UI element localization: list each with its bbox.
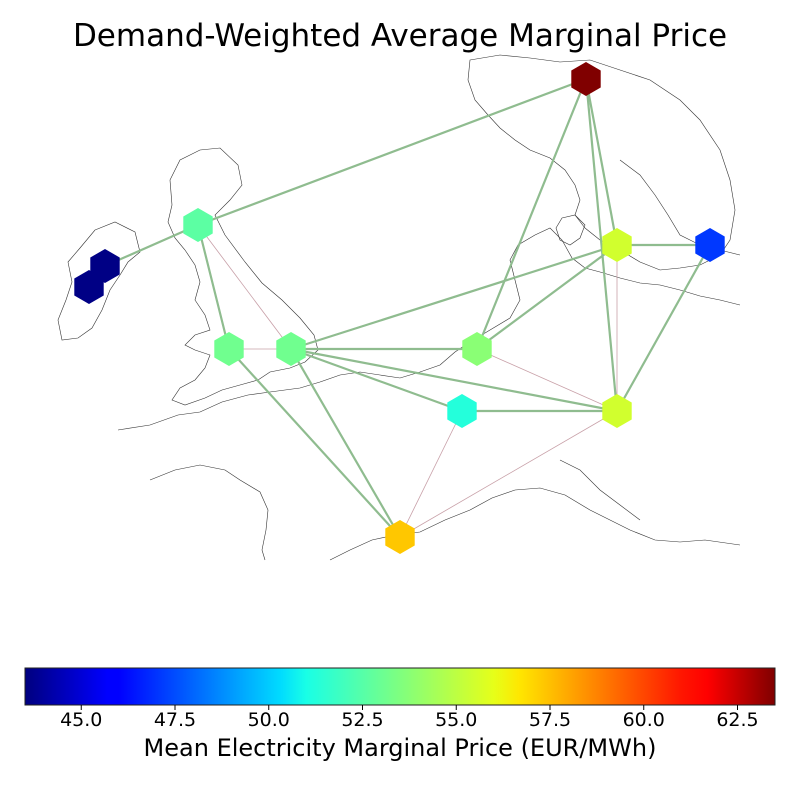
colorbar-tick-label: 45.0 [60, 709, 103, 731]
price-node-n3 [90, 249, 120, 283]
price-node-n4 [74, 270, 104, 304]
price-node-n6 [276, 332, 306, 366]
major-line-n2-n5 [196, 224, 231, 350]
coastline-continent [117, 227, 741, 431]
coastline-great-britain [167, 147, 319, 406]
minor-line-n2-n6 [197, 224, 292, 350]
minor-line-n11-n12 [399, 410, 618, 538]
price-node-n2 [183, 208, 213, 242]
major-line-n1-n11 [584, 78, 619, 412]
minor-line-n8-n12 [399, 410, 463, 538]
map-title: Demand-Weighted Average Marginal Price [72, 18, 728, 54]
colorbar-tick-label: 52.5 [341, 709, 384, 731]
major-line-n5-n12 [228, 348, 401, 538]
colorbar-tick-label: 57.5 [528, 709, 572, 731]
colorbar-tick-label: 62.5 [716, 709, 759, 731]
price-node-n8 [447, 394, 477, 428]
major-line-n6-n11 [290, 347, 618, 413]
major-line-n1-n7 [475, 78, 588, 350]
major-line-n7-n9 [476, 244, 618, 350]
coastline-italy [559, 459, 641, 521]
coastlines [57, 54, 741, 561]
colorbar-ticks [80, 705, 738, 710]
major-line-n6-n8 [290, 347, 463, 413]
major-line-n6-n9 [290, 243, 618, 351]
minor-line-n7-n11 [476, 348, 618, 412]
price-nodes [74, 62, 725, 554]
colorbar-tick-label: 60.0 [622, 709, 665, 731]
coastline-france-west [149, 464, 269, 561]
transmission-lines [104, 77, 711, 538]
major-line-n10-n11 [616, 244, 711, 412]
coastline-scandinavia [467, 54, 736, 271]
price-node-n7 [462, 332, 492, 366]
coastline-ireland [57, 221, 141, 341]
price-node-n9 [602, 228, 632, 262]
major-line-n1-n2 [197, 77, 587, 227]
colorbar-tick-label: 47.5 [153, 709, 197, 731]
price-node-n1 [571, 62, 601, 96]
major-line-n3-n2 [104, 223, 199, 268]
price-node-n5 [214, 332, 244, 366]
major-line-n6-n12 [290, 348, 401, 538]
colorbar-tick-label: 50.0 [247, 709, 290, 731]
coastline-denmark [555, 214, 586, 246]
colorbar-tick-label: 55.0 [435, 709, 478, 731]
price-node-n11 [602, 394, 632, 428]
price-node-n12 [385, 520, 415, 554]
price-node-n10 [695, 228, 725, 262]
colorbar-label: Mean Electricity Marginal Price (EUR/MWh… [143, 734, 657, 762]
colorbar [24, 667, 776, 706]
major-line-n1-n9 [584, 78, 619, 246]
